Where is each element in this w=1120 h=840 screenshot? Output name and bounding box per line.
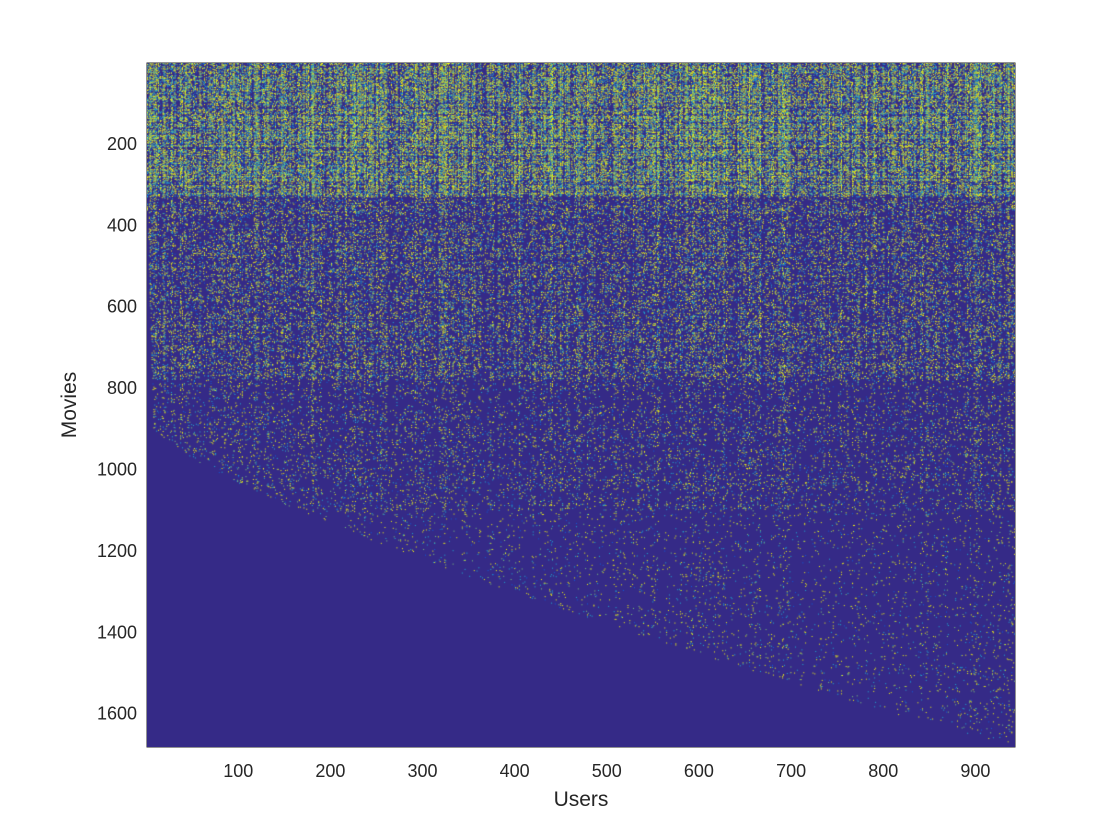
- y-tick-label: 600: [107, 297, 137, 317]
- y-axis-ticks: 200 400 600 800 1000 1200 1400 1600: [97, 134, 1015, 724]
- x-tick-label: 700: [776, 761, 806, 781]
- y-tick-label: 1200: [97, 541, 137, 561]
- y-tick-label: 800: [107, 378, 137, 398]
- x-tick-label: 600: [684, 761, 714, 781]
- x-tick-label: 100: [223, 761, 253, 781]
- y-tick-label: 1400: [97, 622, 137, 642]
- y-tick-label: 1600: [97, 704, 137, 724]
- y-axis-label: Movies: [58, 372, 81, 439]
- x-axis-ticks: 100 200 300 400 500 600 700 800 900: [223, 63, 990, 781]
- x-tick-label: 400: [500, 761, 530, 781]
- x-tick-label: 800: [868, 761, 898, 781]
- y-tick-label: 200: [107, 134, 137, 154]
- x-tick-label: 200: [315, 761, 345, 781]
- x-tick-label: 500: [592, 761, 622, 781]
- x-tick-label: 900: [960, 761, 990, 781]
- x-tick-label: 300: [407, 761, 437, 781]
- heatmap-cells: [147, 63, 1015, 747]
- y-tick-label: 400: [107, 215, 137, 235]
- x-axis-label: Users: [554, 788, 609, 811]
- y-tick-label: 1000: [97, 459, 137, 479]
